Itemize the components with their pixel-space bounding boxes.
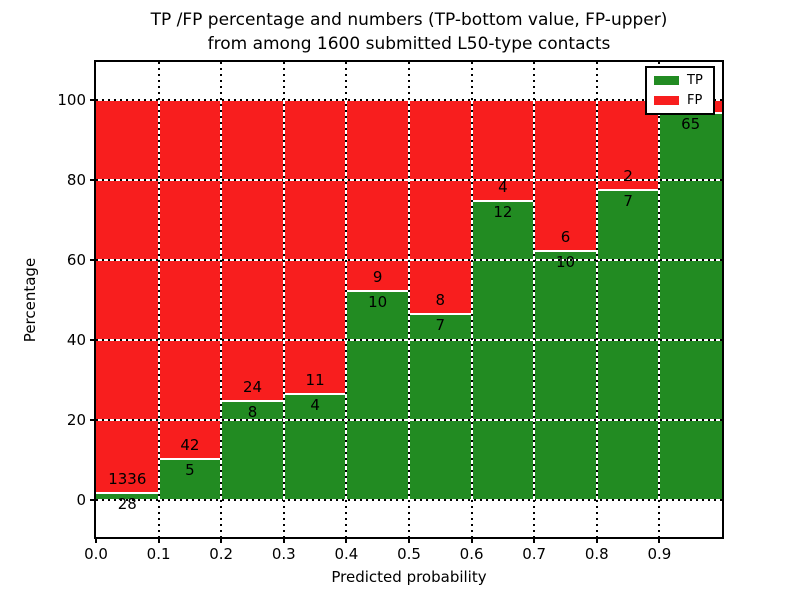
legend-entry-fp: FP (654, 92, 706, 109)
x-tick-mark (658, 539, 661, 543)
y-tick-label: 60 (66, 251, 86, 269)
tp-bar-segment (409, 313, 472, 500)
fp-count-label: 2 (623, 166, 633, 185)
fp-bar-segment (221, 100, 284, 400)
tp-count-label: 12 (493, 203, 513, 221)
x-tick-label: 0.5 (397, 545, 421, 563)
tp-bar-segment (283, 393, 347, 500)
v-gridline (533, 62, 536, 537)
fp-count-label: 8 (435, 291, 446, 310)
tp-bar-segment (596, 188, 660, 500)
x-tick-label: 0.7 (522, 545, 547, 563)
tp-count-label: 10 (368, 292, 388, 311)
tp-legend-label: TP (687, 72, 703, 88)
tp-count-label: 4 (310, 396, 320, 415)
fp-bar-segment (158, 100, 222, 458)
tp-count-label: 28 (117, 494, 137, 513)
tp-bar-segment (221, 400, 284, 500)
fp-bar-segment (409, 100, 472, 314)
x-tick-mark (220, 539, 223, 543)
fp-count-label: 24 (242, 378, 263, 396)
fp-legend-label: FP (687, 92, 703, 108)
fp-count-label: 42 (180, 435, 200, 454)
x-axis-label: Predicted probability (331, 568, 487, 586)
fp-count-label: 9 (372, 267, 383, 286)
plot-area: 1336 28 42 5 24 8 11 4 9 10 8 7 4 12 6 10 2 7 65 (96, 62, 722, 537)
fp-bar-segment (96, 100, 159, 492)
fp-count-label: 6 (560, 228, 571, 246)
v-gridline (470, 62, 473, 537)
x-tick-label: 0.9 (647, 545, 672, 563)
fp-legend-swatch (654, 96, 679, 105)
v-gridline (220, 62, 223, 537)
x-tick-label: 0.4 (334, 545, 359, 563)
x-tick-mark (595, 539, 598, 543)
tp-count-label: 65 (681, 115, 701, 133)
tp-count-label: 7 (623, 191, 633, 210)
tp-count-label: 5 (185, 460, 195, 479)
v-gridline (282, 62, 285, 537)
v-gridline (345, 62, 348, 537)
y-tick-label: 20 (66, 411, 86, 429)
tp-count-label: 10 (555, 253, 576, 271)
x-tick-label: 0.8 (584, 545, 609, 563)
fp-bar-segment (534, 100, 597, 250)
legend: TP FP (645, 66, 715, 115)
tp-bar-segment (534, 250, 597, 500)
x-tick-mark (470, 539, 473, 543)
x-tick-label: 0.3 (271, 545, 296, 563)
y-tick-mark (90, 499, 94, 501)
x-tick-mark (95, 539, 97, 543)
tp-count-label: 7 (435, 316, 446, 335)
y-tick-label: 100 (57, 91, 86, 109)
tp-count-label: 8 (247, 403, 258, 421)
fp-count-label: 4 (498, 178, 508, 196)
y-tick-mark (90, 99, 94, 101)
chart-title-line2: from among 1600 submitted L50-type conta… (207, 34, 611, 54)
x-tick-label: 0.1 (146, 545, 171, 563)
v-gridline (408, 62, 410, 537)
x-tick-label: 0.2 (209, 545, 234, 563)
fp-bar-segment (346, 100, 409, 290)
x-tick-mark (533, 539, 536, 543)
v-gridline (658, 62, 661, 537)
legend-entry-tp: TP (654, 72, 706, 89)
fp-count-label: 1336 (108, 469, 147, 488)
v-gridline (595, 62, 598, 537)
chart-title-line1: TP /FP percentage and numbers (TP-bottom… (150, 10, 668, 30)
y-tick-label: 0 (76, 491, 86, 509)
x-tick-label: 0.6 (459, 545, 484, 563)
y-axis-label: Percentage (21, 257, 39, 343)
tp-bar-segment (471, 200, 535, 500)
y-tick-mark (90, 419, 94, 421)
tp-bar-segment (659, 112, 722, 500)
y-tick-mark (90, 259, 94, 261)
x-tick-mark (408, 539, 410, 543)
x-tick-mark (345, 539, 348, 543)
tp-bar-segment (346, 289, 409, 500)
chart-title: TP /FP percentage and numbers (TP-bottom… (0, 8, 800, 56)
y-tick-label: 80 (66, 171, 86, 189)
v-gridline (157, 62, 160, 537)
y-tick-mark (90, 339, 94, 341)
x-tick-mark (282, 539, 285, 543)
tp-bar-segment (158, 457, 222, 500)
fp-bar-segment (283, 100, 347, 394)
y-tick-label: 40 (66, 331, 86, 349)
y-tick-mark (90, 179, 94, 181)
fp-count-label: 11 (305, 371, 325, 390)
fp-bar-segment (471, 100, 535, 200)
x-tick-mark (157, 539, 160, 543)
tp-bar-segment (96, 491, 159, 500)
x-tick-label: 0.0 (84, 545, 108, 563)
tp-legend-swatch (654, 76, 679, 85)
